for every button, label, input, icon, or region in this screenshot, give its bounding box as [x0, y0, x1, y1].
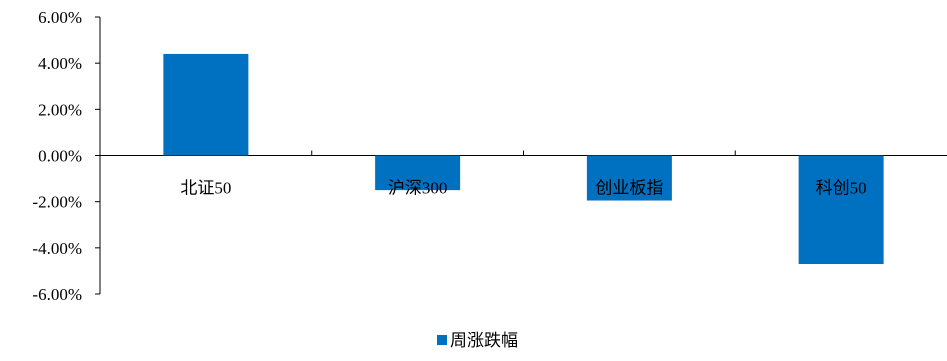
y-tick-label: 0.00%	[38, 147, 82, 166]
bar	[586, 155, 672, 201]
labels: 6.00% 4.00% 2.00% 0.00% -2.00% -4.00% -6.00% 北证…	[32, 8, 866, 304]
category-label: 沪深300	[388, 179, 448, 198]
y-tick-label: -4.00%	[32, 239, 82, 258]
category-label: 科创50	[816, 179, 867, 198]
legend: 周涨跌幅	[437, 331, 518, 350]
category-label: 北证50	[180, 179, 231, 198]
bars	[163, 53, 884, 264]
bar	[375, 155, 461, 191]
y-tick-label: 6.00%	[38, 8, 82, 27]
legend-swatch	[437, 335, 447, 345]
y-tick-label: 4.00%	[38, 54, 82, 73]
bar	[798, 155, 884, 264]
category-label: 创业板指	[595, 179, 663, 198]
y-tick-label: 2.00%	[38, 100, 82, 119]
legend-label: 周涨跌幅	[450, 331, 518, 350]
y-tick-label: -6.00%	[32, 285, 82, 304]
y-tick-label: -2.00%	[32, 193, 82, 212]
bar	[163, 53, 249, 156]
